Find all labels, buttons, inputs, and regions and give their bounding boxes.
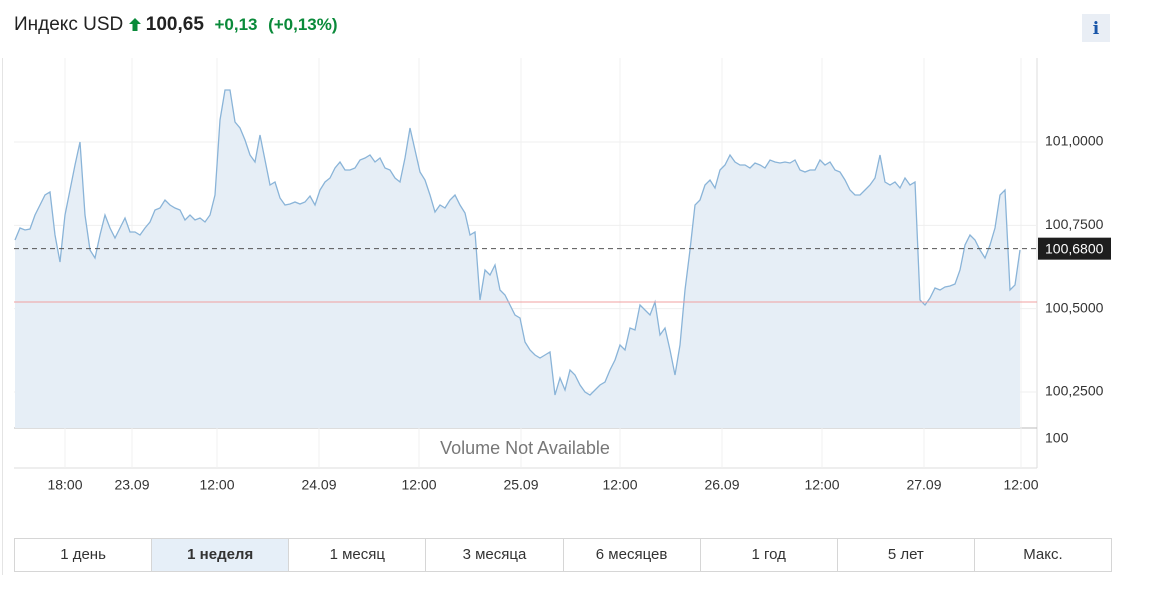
period-tab[interactable]: 5 лет: [838, 539, 975, 571]
volume-note: Volume Not Available: [440, 438, 610, 458]
change: +0,13: [214, 15, 258, 34]
border: [2, 58, 3, 575]
volume-axis-label: 100: [1045, 430, 1069, 446]
x-tick-label: 12:00: [401, 477, 436, 493]
x-tick-label: 27.09: [906, 477, 941, 493]
x-tick-label: 12:00: [1003, 477, 1038, 493]
current-price-label: 100,6800: [1045, 240, 1104, 256]
period-tab[interactable]: 3 месяца: [426, 539, 564, 571]
period-tab[interactable]: Макс.: [1023, 546, 1063, 563]
info-button[interactable]: i: [1082, 14, 1110, 42]
x-tick-label: 26.09: [704, 477, 739, 493]
chart: 101,0000 100,7500 100,5000 100,2500 18:00 23.…: [14, 58, 1111, 493]
line: [14, 89, 1021, 396]
y-tick-label: 100,5000: [1045, 299, 1104, 315]
y-tick-label: 100,7500: [1045, 216, 1104, 232]
y-tick-label: 100,2500: [1045, 383, 1104, 399]
period-tabs: 1 день 1 неделя 1 месяц 3 месяца 6 месяцев 1 …: [14, 538, 1112, 572]
y-tick-label: 101,0000: [1045, 133, 1104, 149]
x-tick-label: 12:00: [804, 477, 839, 493]
period-tab[interactable]: 1 день: [15, 539, 153, 571]
change-pct: (+0,13%): [268, 15, 338, 34]
price: 100,65: [145, 14, 204, 35]
x-tick-label: 23.09: [114, 477, 149, 493]
x-tick-label: 12:00: [602, 477, 637, 493]
period-tab[interactable]: 6 месяцев: [564, 539, 701, 571]
x-tick-label: 24.09: [301, 477, 336, 493]
period-tab[interactable]: 1 год: [701, 539, 838, 571]
up-arrow: [128, 18, 141, 31]
x-tick-label: 18:00: [47, 477, 82, 493]
period-tab[interactable]: 1 неделя: [152, 539, 290, 571]
current-price-box: [1038, 237, 1111, 260]
period-tab[interactable]: 1 месяц: [289, 539, 427, 571]
x-tick-label: 25.09: [503, 477, 538, 493]
header: Индекс USD 100,65 +0,13 (+0,13%): [14, 14, 338, 36]
x-tick-label: 12:00: [199, 477, 234, 493]
area: [15, 90, 1020, 428]
title: Индекс USD: [14, 14, 124, 35]
